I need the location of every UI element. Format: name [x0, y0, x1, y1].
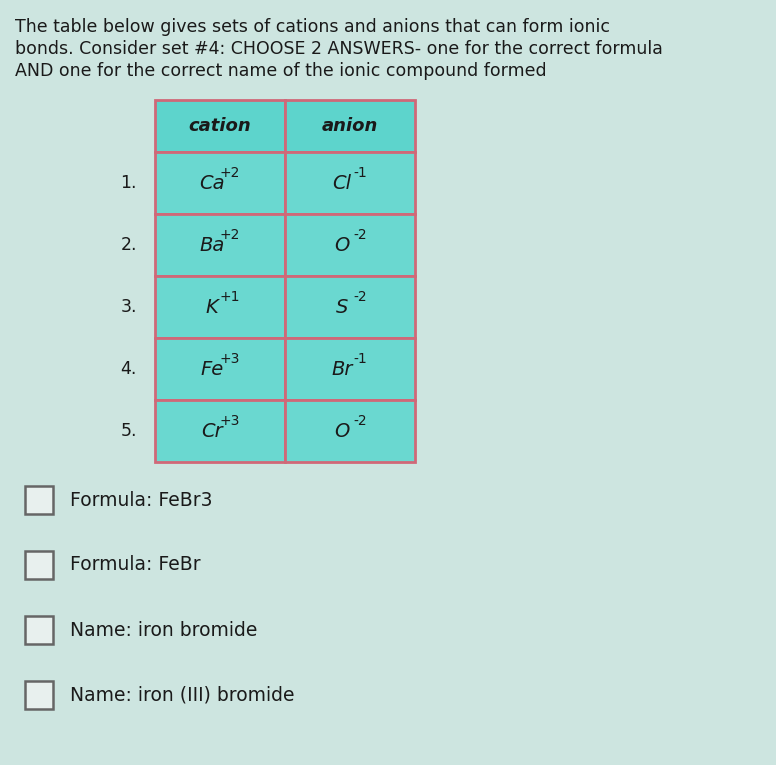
Text: cation: cation — [189, 117, 251, 135]
Bar — [285, 400, 415, 462]
Text: -1: -1 — [353, 352, 367, 366]
Text: 3.: 3. — [120, 298, 137, 316]
Bar — [285, 338, 415, 400]
Text: bonds. Consider set #4: CHOOSE 2 ANSWERS- one for the correct formula: bonds. Consider set #4: CHOOSE 2 ANSWERS… — [15, 40, 663, 58]
Bar — [155, 276, 285, 338]
Text: K: K — [206, 298, 218, 317]
Bar — [155, 214, 285, 276]
Text: 1.: 1. — [120, 174, 137, 192]
Text: Formula: FeBr: Formula: FeBr — [70, 555, 201, 575]
Text: -2: -2 — [353, 290, 367, 304]
Text: Fe: Fe — [200, 360, 223, 379]
Bar — [155, 400, 285, 462]
Bar — [285, 214, 415, 276]
Text: +2: +2 — [220, 228, 241, 242]
Text: 2.: 2. — [120, 236, 137, 254]
Bar — [25, 551, 53, 579]
Bar — [155, 152, 285, 214]
Text: +3: +3 — [220, 414, 241, 428]
Text: +1: +1 — [220, 290, 241, 304]
Text: +2: +2 — [220, 166, 241, 180]
Bar — [285, 276, 415, 338]
Text: Ba: Ba — [199, 236, 225, 255]
Bar — [25, 486, 53, 514]
Text: O: O — [334, 236, 350, 255]
Text: Formula: FeBr3: Formula: FeBr3 — [70, 490, 213, 509]
Bar — [285, 152, 415, 214]
Text: 5.: 5. — [120, 422, 137, 440]
Text: -1: -1 — [353, 166, 367, 180]
Text: Name: iron bromide: Name: iron bromide — [70, 620, 258, 640]
Text: Name: iron (III) bromide: Name: iron (III) bromide — [70, 685, 295, 705]
Text: AND one for the correct name of the ionic compound formed: AND one for the correct name of the ioni… — [15, 62, 546, 80]
Text: Br: Br — [331, 360, 352, 379]
Bar — [25, 616, 53, 644]
Text: -2: -2 — [353, 228, 367, 242]
Bar — [25, 681, 53, 709]
Text: Ca: Ca — [199, 174, 225, 193]
Text: The table below gives sets of cations and anions that can form ionic: The table below gives sets of cations an… — [15, 18, 610, 36]
Text: 4.: 4. — [120, 360, 137, 378]
Text: anion: anion — [322, 117, 378, 135]
Bar — [155, 100, 285, 152]
Bar — [285, 100, 415, 152]
Text: +3: +3 — [220, 352, 241, 366]
Bar — [155, 338, 285, 400]
Text: -2: -2 — [353, 414, 367, 428]
Text: O: O — [334, 422, 350, 441]
Text: S: S — [336, 298, 348, 317]
Text: Cl: Cl — [332, 174, 352, 193]
Text: Cr: Cr — [201, 422, 223, 441]
